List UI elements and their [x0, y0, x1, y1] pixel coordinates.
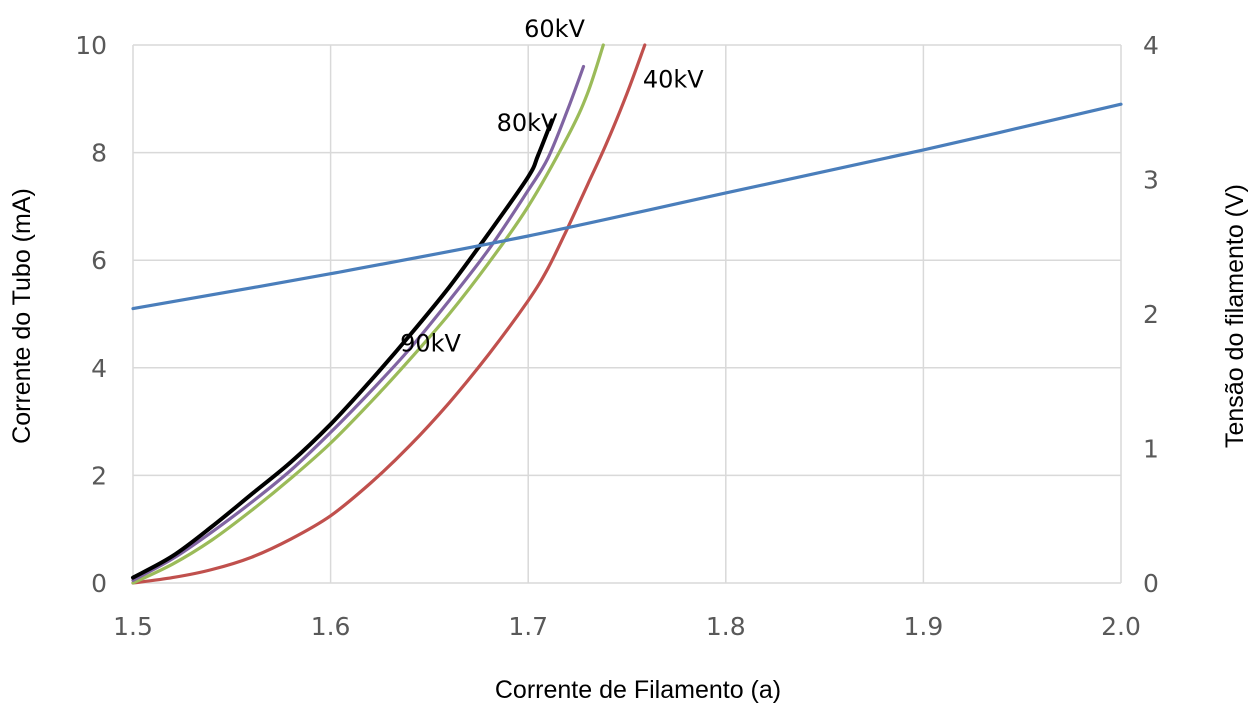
x-axis-title: Corrente de Filamento (a) — [495, 676, 781, 704]
series-label-80kv: 80kV — [497, 109, 558, 137]
series-label-90kv: 90kV — [400, 329, 461, 357]
y-tick-label: 2 — [91, 461, 107, 490]
x-tick-label: 2.0 — [1101, 612, 1141, 641]
series-layer — [131, 43, 1123, 585]
grid — [132, 44, 1122, 584]
series-label-40kv: 40kV — [643, 65, 704, 93]
y-tick-label: 4 — [91, 354, 107, 383]
series-40kv-line — [131, 43, 647, 585]
y-tick-label: 10 — [75, 31, 107, 60]
y2-tick-label: 3 — [1143, 166, 1159, 195]
series-labels: 40kV 60kV 80kV 90kV — [400, 15, 704, 357]
y-tick-label: 0 — [91, 569, 107, 598]
series-60kv-line — [131, 43, 605, 585]
y2-tick-label: 0 — [1143, 569, 1159, 598]
y2-tick-label: 2 — [1143, 300, 1159, 329]
y2-tick-label: 1 — [1143, 435, 1159, 464]
y-tick-label: 8 — [91, 139, 107, 168]
y2-tick-label: 4 — [1143, 31, 1159, 60]
x-tick-label: 1.6 — [311, 612, 351, 641]
y-axis-title: Corrente do Tubo (mA) — [8, 188, 36, 444]
x-tick-label: 1.7 — [508, 612, 548, 641]
series-filament-voltage-line — [131, 102, 1123, 311]
series-label-60kv: 60kV — [524, 15, 585, 43]
y-tick-label: 6 — [91, 246, 107, 275]
y2-axis-title: Tensão do filamento (V) — [1221, 184, 1248, 448]
x-tick-label: 1.8 — [706, 612, 746, 641]
x-tick-label: 1.9 — [904, 612, 944, 641]
series-90kv-line — [131, 118, 554, 580]
x-tick-label: 1.5 — [113, 612, 153, 641]
series-80kv-line — [131, 64, 586, 582]
